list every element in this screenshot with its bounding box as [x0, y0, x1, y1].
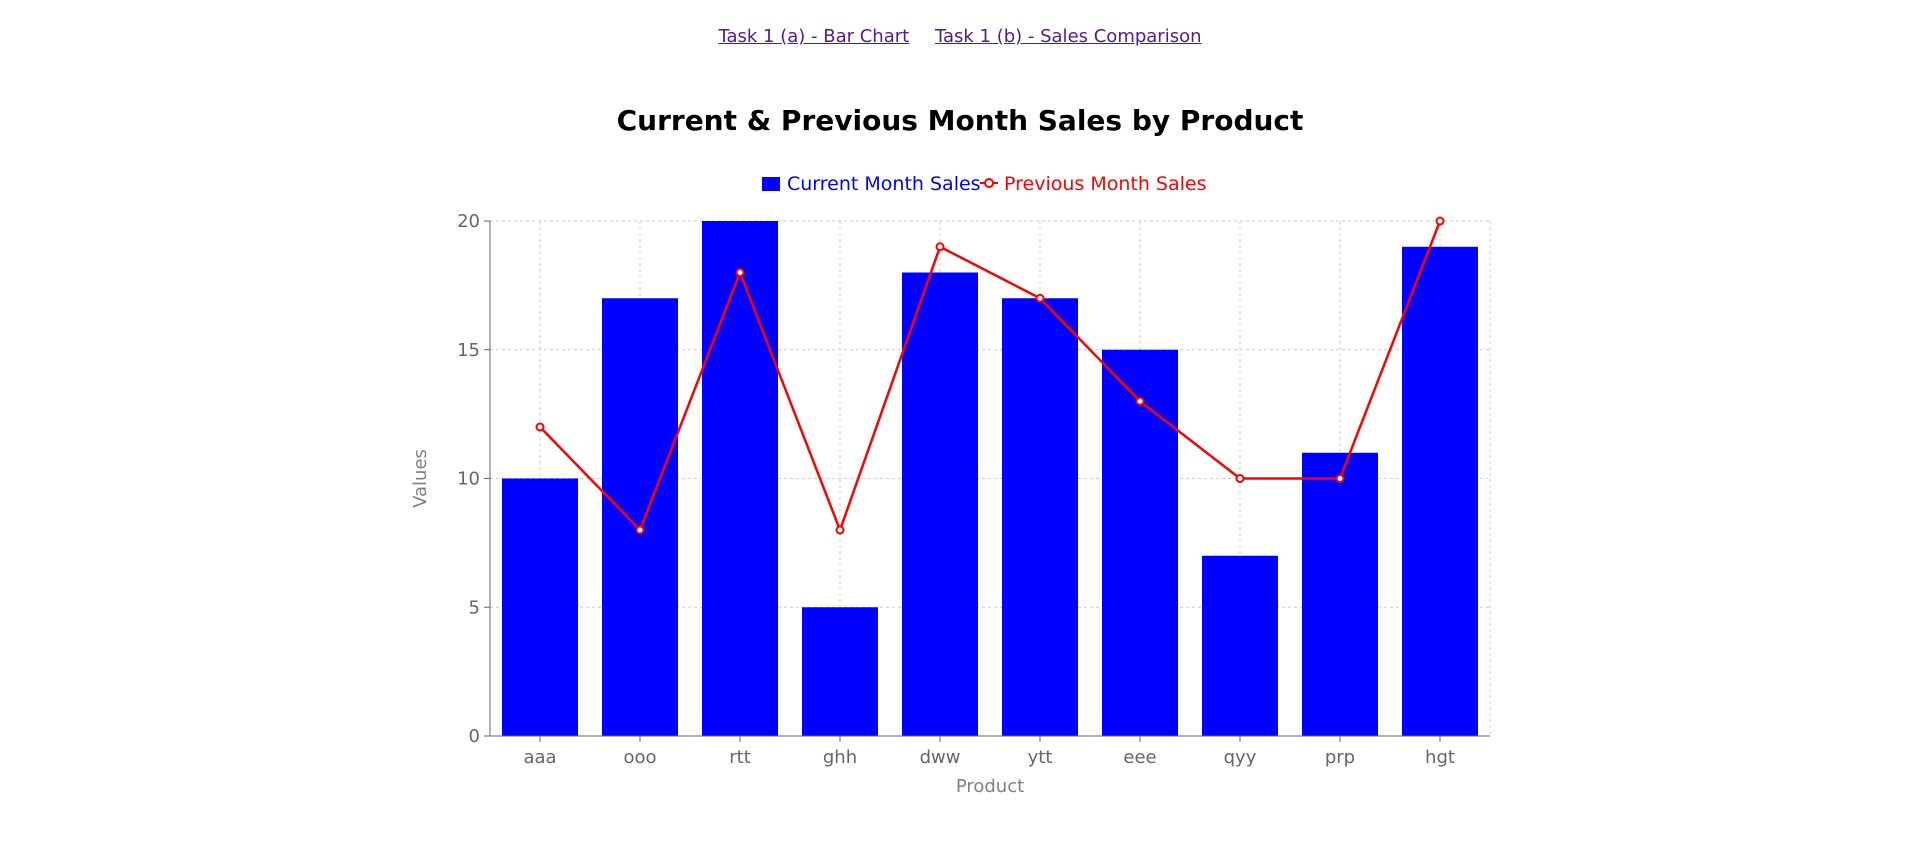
bar-hgt	[1402, 246, 1478, 736]
point-ooo	[635, 525, 645, 535]
point-ghh	[835, 525, 845, 535]
point-eee	[1135, 396, 1145, 406]
bar-dww	[902, 272, 978, 736]
bar-ghh	[802, 607, 878, 736]
point-ytt	[1035, 293, 1045, 303]
point-qyy	[1235, 474, 1245, 483]
axes: 0 5 10 15 20 aaa ooo rtt ghh dww ytt eee qyy prp hgt Pr…	[410, 211, 1490, 797]
bars-current-month	[502, 221, 1478, 736]
y-tick-label-15: 15	[457, 340, 480, 361]
y-tick-label-10: 10	[457, 469, 480, 490]
point-rtt	[735, 268, 745, 277]
line-previous-month	[535, 216, 1445, 535]
bar-prp	[1302, 452, 1378, 736]
point-hgt	[1435, 216, 1445, 226]
x-tick-label-eee: eee	[1123, 747, 1156, 768]
x-tick-label-ooo: ooo	[623, 747, 656, 768]
point-dww	[935, 242, 945, 252]
nav-link-sales-comparison[interactable]: Task 1 (b) - Sales Comparison	[934, 26, 1202, 47]
point-aaa	[535, 422, 545, 432]
legend-label-current: Current Month Sales	[787, 173, 981, 195]
series-line-previous	[539, 220, 1442, 534]
legend-label-previous: Previous Month Sales	[1004, 173, 1207, 195]
x-tick-label-hgt: hgt	[1425, 747, 1455, 768]
top-nav: Task 1 (a) - Bar Chart Task 1 (b) - Sale…	[0, 26, 1920, 47]
bar-rtt	[702, 221, 778, 736]
x-tick-label-dww: dww	[920, 747, 961, 768]
legend-swatch-previous-dot	[984, 178, 994, 188]
x-tick-label-prp: prp	[1325, 747, 1355, 768]
y-tick-label-0: 0	[469, 726, 480, 747]
x-axis-title: Product	[956, 776, 1024, 797]
x-tick-label-rtt: rtt	[729, 747, 751, 768]
x-tick-label-ghh: ghh	[823, 747, 857, 768]
bar-aaa	[502, 478, 578, 736]
point-prp	[1335, 474, 1345, 483]
legend-swatch-current	[762, 177, 780, 191]
bar-ooo	[602, 298, 678, 736]
bar-eee	[1102, 349, 1178, 736]
nav-link-bar-chart[interactable]: Task 1 (a) - Bar Chart	[718, 26, 910, 47]
bar-qyy	[1202, 555, 1278, 736]
x-tick-label-qyy: qyy	[1224, 747, 1257, 768]
x-tick-label-aaa: aaa	[523, 747, 556, 768]
chart-title: Current & Previous Month Sales by Produc…	[616, 104, 1304, 137]
x-tick-label-ytt: ytt	[1028, 747, 1053, 768]
y-tick-label-5: 5	[469, 597, 480, 618]
y-axis-title: Values	[410, 449, 431, 508]
y-tick-label-20: 20	[457, 211, 480, 232]
bar-ytt	[1002, 298, 1078, 736]
legend: Current Month Sales Previous Month Sales	[762, 173, 1207, 195]
